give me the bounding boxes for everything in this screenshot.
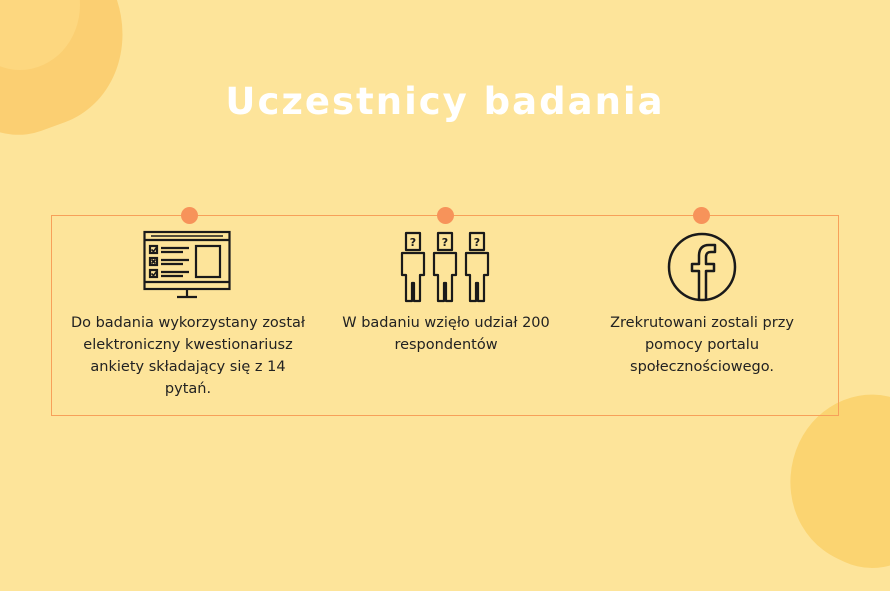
item-2-text: W badaniu wzięło udział 200 respondentów [342, 315, 550, 353]
svg-text:?: ? [442, 236, 448, 249]
page-title: Uczestnicy badania [225, 80, 665, 123]
item-3-text: Zrekrutowani zostali przy pomocy portalu… [610, 315, 794, 375]
timeline-dot-1 [181, 207, 198, 224]
facebook-icon [667, 232, 737, 302]
questionnaire-monitor-icon [143, 230, 231, 299]
item-1-text: Do badania wykorzystany został elektroni… [70, 315, 306, 397]
timeline-dot-3 [693, 207, 710, 224]
respondents-group-icon: ? ? ? [400, 231, 490, 303]
svg-text:?: ? [474, 236, 480, 249]
svg-text:?: ? [410, 236, 416, 249]
timeline-dot-2 [437, 207, 454, 224]
